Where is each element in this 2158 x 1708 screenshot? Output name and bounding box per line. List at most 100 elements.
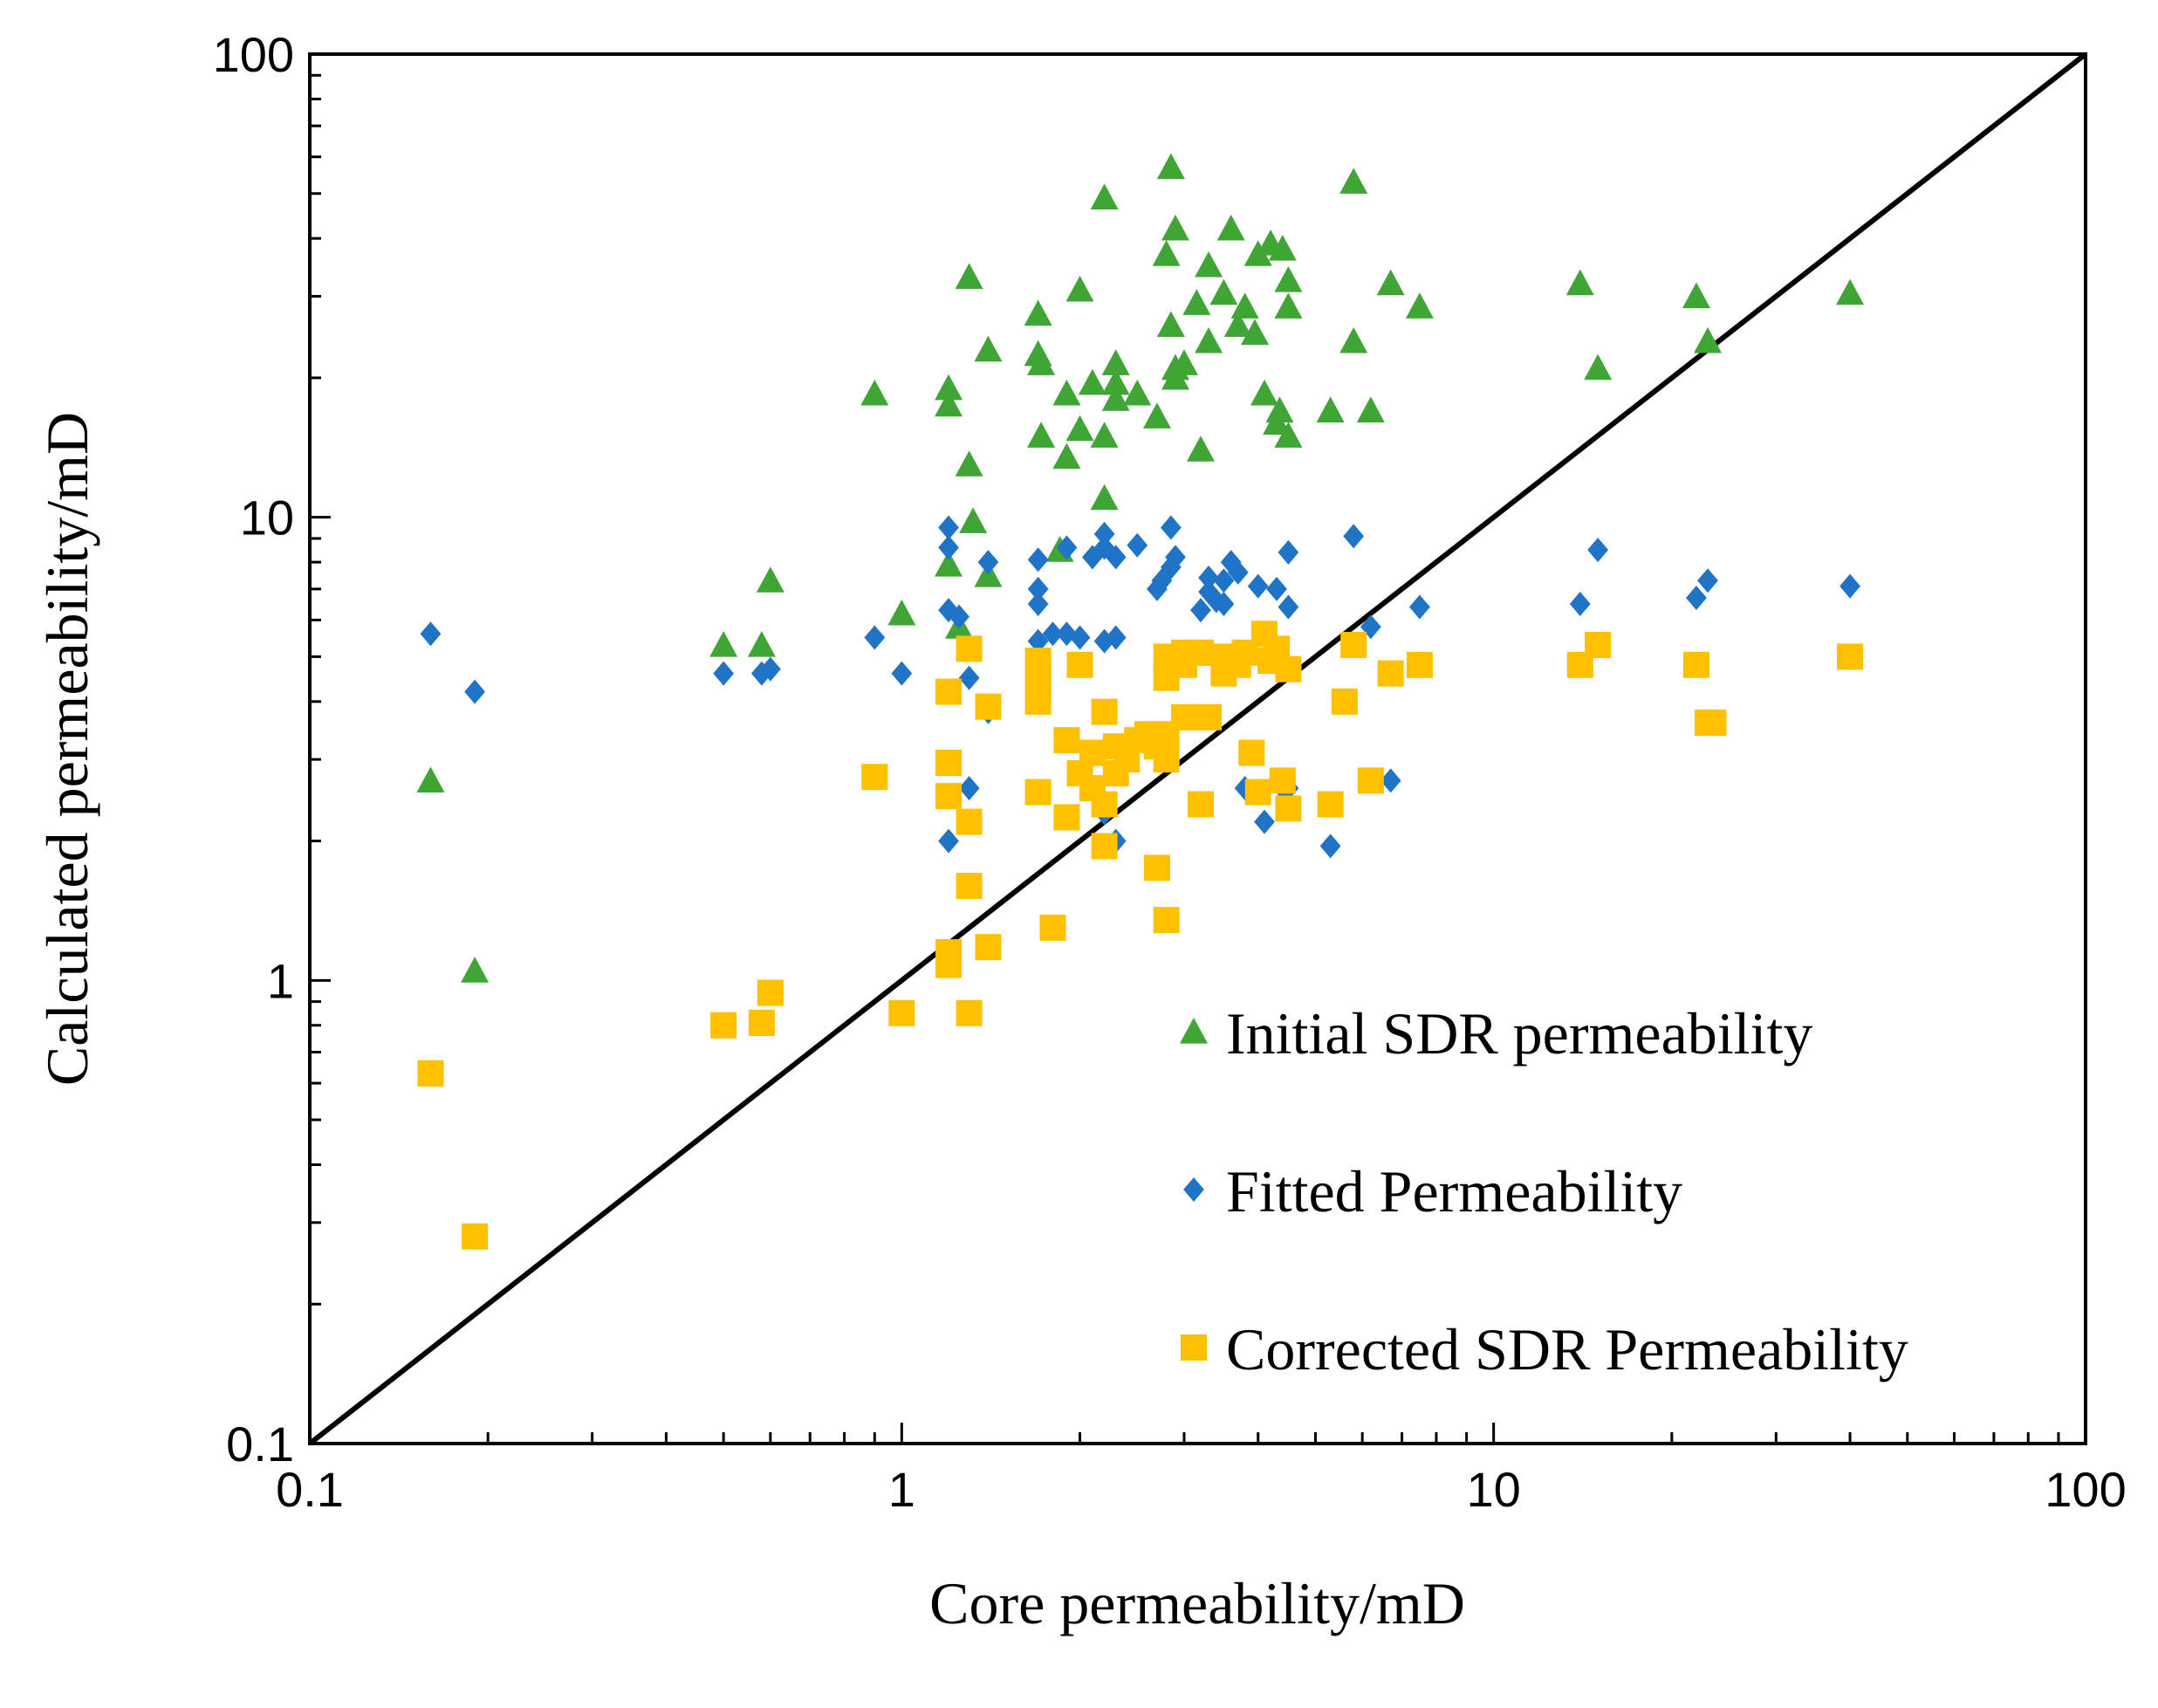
initial-sdr-point xyxy=(756,566,784,593)
x-tick-label: 1 xyxy=(888,1462,915,1517)
corrected-sdr-point xyxy=(1024,779,1052,806)
initial-sdr-point xyxy=(1052,442,1081,470)
initial-sdr-point xyxy=(1339,168,1368,194)
corrected-sdr-point xyxy=(1153,907,1180,934)
legend-markers xyxy=(1180,1018,1208,1361)
fitted-point xyxy=(1839,573,1860,599)
corrected-sdr-point xyxy=(1377,660,1404,687)
corrected-sdr-point xyxy=(1091,833,1118,860)
initial-sdr-point xyxy=(1123,379,1152,406)
fitted-point xyxy=(1027,576,1049,601)
y-tick-label: 10 xyxy=(240,490,294,545)
fitted-point xyxy=(1160,554,1182,580)
fitted-point xyxy=(1409,594,1430,620)
initial-sdr-point xyxy=(709,630,738,657)
initial-sdr-point xyxy=(1268,234,1297,261)
corrected-sdr-point xyxy=(1317,791,1344,818)
fitted-point xyxy=(1160,515,1182,540)
fitted-point xyxy=(420,621,442,647)
fitted-point xyxy=(464,679,485,704)
fitted-point xyxy=(938,535,959,560)
initial-sdr-point xyxy=(1274,266,1303,292)
corrected-sdr-point xyxy=(1195,703,1223,731)
corrected-sdr-point xyxy=(956,808,983,835)
y-tick-label: 0.1 xyxy=(226,1416,294,1471)
fitted-point xyxy=(949,604,969,629)
corrected-sdr-point xyxy=(935,678,963,705)
corrected-sdr-point xyxy=(1170,703,1197,731)
initial-sdr-point xyxy=(1241,319,1270,346)
initial-sdr-point xyxy=(416,766,445,793)
corrected-sdr-point xyxy=(935,750,963,777)
fitted-point xyxy=(1697,568,1718,593)
fitted-point xyxy=(1105,545,1127,570)
fitted-point xyxy=(977,550,999,575)
fitted-point xyxy=(759,656,781,682)
fitted-point xyxy=(1278,539,1299,565)
y-axis-title: Calculated permeability/mD xyxy=(34,412,100,1086)
initial-sdr-point xyxy=(1078,368,1106,395)
corrected-sdr-point xyxy=(1187,639,1214,666)
corrected-sdr-point xyxy=(935,951,963,978)
initial-sdr-point xyxy=(1065,275,1094,302)
corrected-sdr-point xyxy=(1585,631,1612,658)
legend-marker-fitted xyxy=(1183,1177,1204,1202)
corrected-sdr-point xyxy=(1091,791,1118,818)
fitted-point xyxy=(1247,573,1269,599)
initial-sdr-point xyxy=(1186,436,1215,462)
initial-sdr-point xyxy=(461,957,490,983)
fitted-point xyxy=(1380,768,1401,793)
corrected-sdr-point xyxy=(1244,779,1271,806)
initial-sdr-point xyxy=(1182,289,1211,315)
initial-sdr-point xyxy=(1356,396,1385,422)
initial-sdr-point xyxy=(1376,269,1405,296)
initial-sdr-point xyxy=(974,335,1003,362)
fitted-point xyxy=(1056,535,1078,560)
initial-sdr-point xyxy=(1101,349,1130,375)
initial-sdr-point xyxy=(955,263,983,290)
fitted-point xyxy=(1069,625,1091,650)
x-tick-label: 10 xyxy=(1467,1462,1521,1517)
corrected-sdr-point xyxy=(1238,739,1265,766)
fitted-point xyxy=(891,661,913,686)
legend-marker-initial-sdr xyxy=(1180,1018,1208,1044)
initial-sdr-point xyxy=(1223,311,1252,338)
corrected-sdr-point xyxy=(1331,688,1358,715)
initial-sdr-point xyxy=(1090,484,1119,511)
initial-sdr-point xyxy=(1584,353,1613,381)
initial-sdr-point xyxy=(1090,422,1119,448)
corrected-sdr-point xyxy=(1357,767,1384,794)
initial-sdr-point xyxy=(1836,278,1865,305)
fitted-point xyxy=(1254,809,1275,834)
initial-sdr-point xyxy=(1209,278,1238,305)
y-tick-label: 1 xyxy=(267,953,294,1008)
fitted-point xyxy=(1213,591,1235,616)
corrected-sdr-point xyxy=(1053,727,1080,754)
initial-sdr-point xyxy=(747,630,776,657)
corrected-sdr-point xyxy=(935,783,963,810)
corrected-sdr-point xyxy=(1275,655,1302,683)
tick-labels: 0.1 1 10 100 0.1 1 10 100 xyxy=(213,27,2127,1517)
fitted-point xyxy=(938,598,959,623)
fitted-point xyxy=(958,776,980,801)
x-axis-title: Core permeability/mD xyxy=(929,1570,1465,1636)
initial-sdr-point xyxy=(1316,396,1345,422)
initial-sdr-point xyxy=(1195,326,1223,353)
initial-sdr-point xyxy=(1101,385,1130,411)
initial-sdr-point xyxy=(1152,240,1181,266)
initial-sdr-point xyxy=(959,507,988,533)
corrected-sdr-point xyxy=(1340,631,1367,658)
legend: Initial SDR permeability Fitted Permeabi… xyxy=(1180,1000,1908,1382)
y-tick-label: 100 xyxy=(213,27,294,82)
legend-marker-corrected-sdr xyxy=(1181,1334,1207,1361)
corrected-sdr-point xyxy=(1024,688,1052,715)
fitted-point xyxy=(1198,566,1219,591)
corrected-sdr-point xyxy=(1091,698,1118,725)
corrected-sdr-point xyxy=(1837,643,1864,670)
one-to-one-reference-line xyxy=(308,51,2087,1446)
initial-sdr-point xyxy=(1024,299,1052,326)
fitted-point xyxy=(1587,538,1609,563)
fitted-point xyxy=(1278,594,1299,620)
fitted-point xyxy=(938,828,959,854)
